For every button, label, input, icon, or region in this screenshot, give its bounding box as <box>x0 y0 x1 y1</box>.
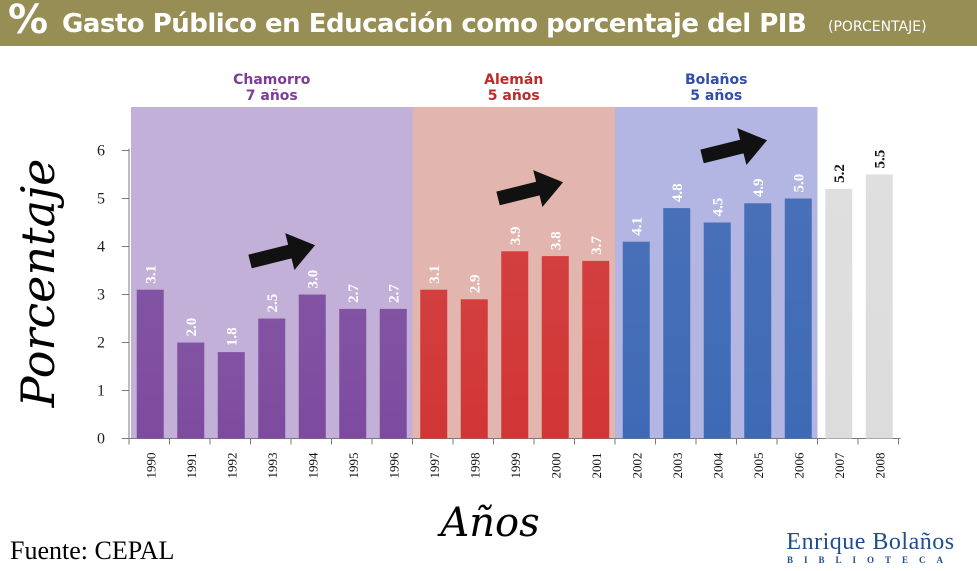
period-duration: 5 años <box>488 88 540 104</box>
x-tick-label: 1994 <box>305 452 320 479</box>
arrow-icon <box>700 128 768 165</box>
bar-1992 <box>217 352 245 439</box>
x-tick-label: 1995 <box>346 453 361 479</box>
value-label: 5.5 <box>872 150 888 169</box>
period-name: Alemán <box>484 72 543 88</box>
bar-1994 <box>298 294 326 439</box>
x-tick-label: 1993 <box>265 453 280 479</box>
x-tick-label: 1991 <box>184 453 199 479</box>
logo-subtitle: BIBLIOTECA <box>786 555 955 565</box>
bar-1997 <box>420 289 448 439</box>
x-axis-label: Años <box>440 500 540 546</box>
x-tick-label: 2006 <box>791 452 806 479</box>
value-label: 2.7 <box>386 284 402 303</box>
bar-1993 <box>258 318 286 439</box>
bar-1996 <box>379 308 407 439</box>
logo-name: Enrique Bolaños <box>786 529 955 555</box>
y-tick-label: 3 <box>97 287 105 304</box>
x-tick-label: 2004 <box>710 452 725 479</box>
y-tick-label: 6 <box>97 143 105 160</box>
trend-arrow-1 <box>248 233 316 270</box>
y-tick-labels: 0 1 2 3 4 5 6 <box>97 143 105 448</box>
x-tick-label: 2000 <box>548 453 563 479</box>
chart-subtitle: (PORCENTAJE) <box>828 19 927 35</box>
value-label: 4.5 <box>710 198 726 217</box>
bar-1998 <box>460 299 488 439</box>
value-label: 2.0 <box>184 318 200 337</box>
x-tick-label: 1992 <box>224 453 239 479</box>
value-label: 5.0 <box>791 174 807 193</box>
bar-1995 <box>339 308 367 439</box>
y-tick-label: 4 <box>97 239 105 256</box>
value-labels: 3.1 2.0 1.8 2.5 3.0 2.7 2.7 3.1 2.9 3.9 3.8 3.7 4.1 4… <box>143 150 888 346</box>
trend-arrow-2 <box>496 170 564 207</box>
bar-2005 <box>744 203 772 439</box>
percent-icon: % <box>8 0 49 43</box>
y-tick-label: 2 <box>97 335 105 352</box>
bar-2003 <box>663 208 691 439</box>
x-tick-labels: 1990 1991 1992 1993 1994 1995 1996 1997 1998 1999… <box>143 452 887 479</box>
value-label: 5.2 <box>832 164 848 183</box>
bar-series <box>136 174 893 439</box>
period-duration: 5 años <box>690 88 742 104</box>
x-tick-label: 1999 <box>508 453 523 479</box>
value-label: 2.7 <box>346 284 362 303</box>
trend-arrows <box>248 128 768 270</box>
chart-title: Gasto Público en Educación como porcenta… <box>62 9 807 39</box>
bar-1990 <box>136 289 164 439</box>
bar-1991 <box>177 342 205 439</box>
value-label: 4.1 <box>629 217 645 236</box>
y-tick-label: 1 <box>97 383 105 400</box>
library-logo: Enrique Bolaños BIBLIOTECA <box>768 530 973 566</box>
value-label: 3.0 <box>305 270 321 289</box>
bar-2004 <box>703 222 731 439</box>
bar-2007 <box>825 188 853 439</box>
value-label: 2.9 <box>467 275 483 294</box>
y-tick-label: 5 <box>97 191 105 208</box>
period-duration: 7 años <box>246 88 298 104</box>
value-label: 3.7 <box>589 236 605 255</box>
bar-2000 <box>541 256 569 439</box>
bar-2006 <box>784 198 812 439</box>
value-label: 3.1 <box>427 265 443 284</box>
value-label: 3.8 <box>548 231 564 250</box>
x-tick-label: 2003 <box>670 453 685 479</box>
value-label: 1.8 <box>224 327 240 346</box>
bar-2008 <box>865 174 893 439</box>
arrow-icon <box>496 170 564 207</box>
x-tick-label: 2001 <box>589 453 604 479</box>
value-label: 3.9 <box>508 227 524 246</box>
bar-2001 <box>582 260 610 439</box>
value-label: 4.8 <box>670 183 686 202</box>
x-tick-label: 1998 <box>467 453 482 479</box>
x-tick-label: 1996 <box>386 452 401 479</box>
x-tick-label: 1997 <box>427 452 442 479</box>
header-bar: % Gasto Público en Educación como porcen… <box>0 0 977 46</box>
value-label: 3.1 <box>143 265 159 284</box>
bar-2002 <box>622 241 650 439</box>
period-name: Chamorro <box>233 72 311 88</box>
period-name: Bolaños <box>685 72 747 88</box>
value-label: 4.9 <box>751 179 767 198</box>
x-tick-label: 2005 <box>751 453 766 479</box>
arrow-icon <box>248 233 316 270</box>
x-tick-label: 2002 <box>629 453 644 479</box>
y-tick-label: 0 <box>97 431 105 448</box>
bar-1999 <box>501 251 529 439</box>
x-tick-label: 2007 <box>832 452 847 479</box>
value-label: 2.5 <box>265 294 281 313</box>
source-note: Fuente: CEPAL <box>10 536 175 565</box>
trend-arrow-3 <box>700 128 768 165</box>
x-tick-label: 1990 <box>143 453 158 479</box>
y-axis-label: Porcentaje <box>11 158 65 408</box>
x-tick-label: 2008 <box>872 453 887 479</box>
